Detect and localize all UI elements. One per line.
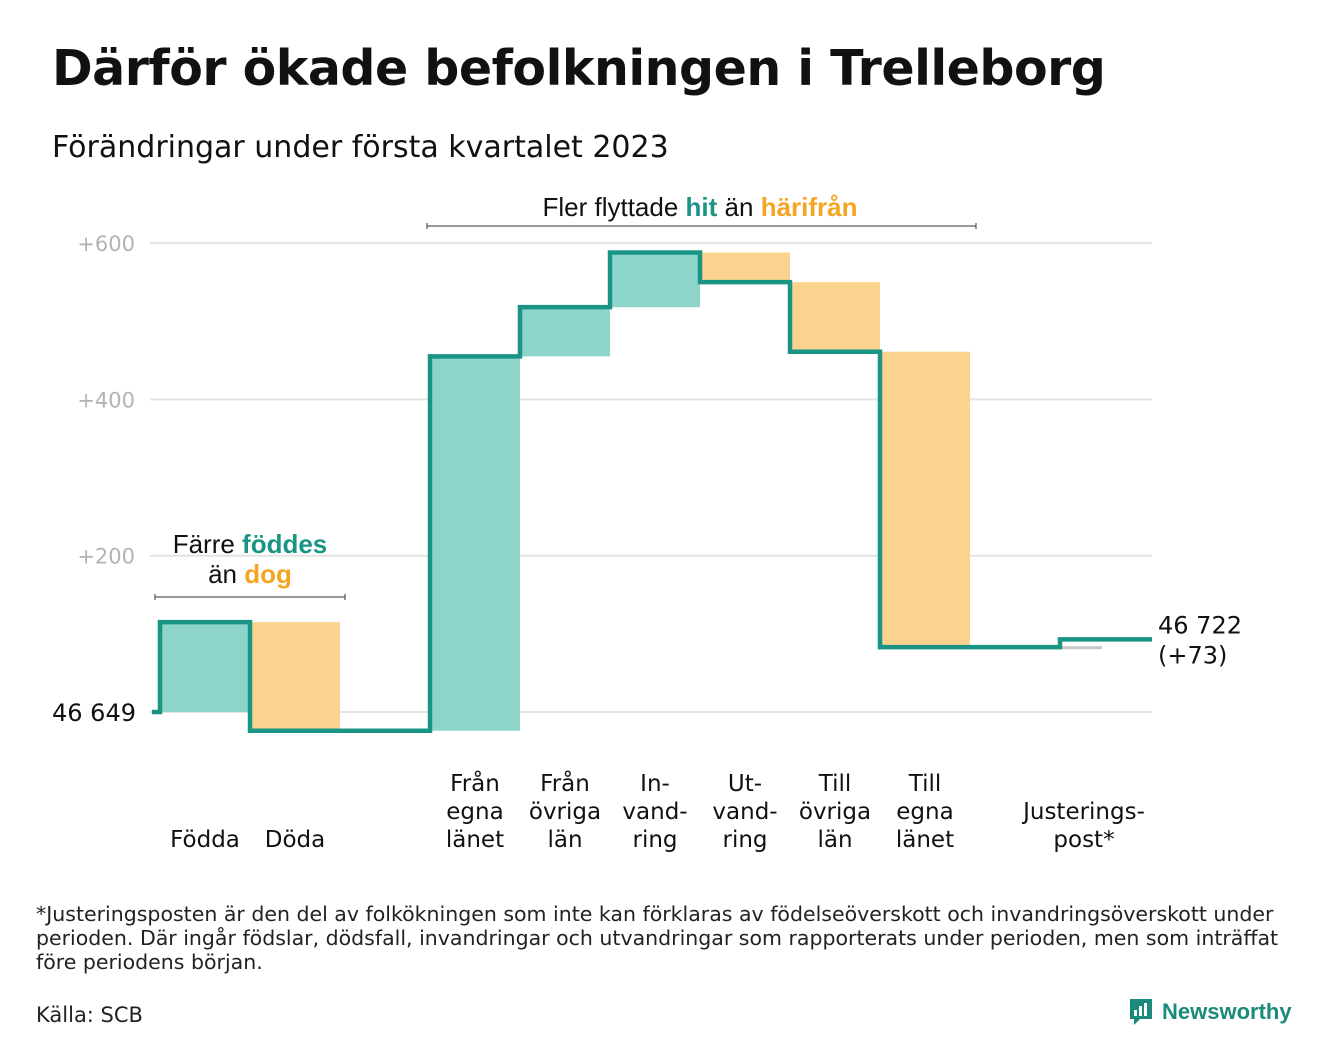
migration-annotation: Fler flyttade hit än härifrån: [542, 192, 857, 222]
category-label: länet: [896, 827, 954, 853]
start-value-label: 46 649: [52, 699, 136, 727]
bar-increase: [610, 252, 700, 308]
births-annotation: än dog: [208, 559, 292, 589]
category-label: län: [817, 827, 852, 853]
end-value-label: 46 722: [1158, 611, 1242, 639]
category-label: egna: [896, 799, 953, 825]
y-tick-label: +200: [77, 545, 135, 569]
category-label: länet: [446, 827, 504, 853]
bar-decrease: [250, 622, 340, 731]
category-label: In-: [640, 771, 670, 797]
category-label: Från: [450, 769, 500, 797]
bar-increase: [160, 622, 250, 712]
category-label: vand-: [622, 799, 687, 825]
brand-logo[interactable]: Newsworthy: [1128, 997, 1292, 1027]
bar-decrease: [880, 351, 970, 648]
category-label: vand-: [712, 799, 777, 825]
brand-name: Newsworthy: [1162, 999, 1292, 1024]
category-label: post*: [1053, 827, 1114, 853]
newsworthy-icon: [1130, 999, 1152, 1025]
category-label: Justerings-: [1021, 799, 1145, 825]
source-label: Källa: SCB: [36, 1003, 143, 1027]
end-value-label: (+73): [1158, 641, 1227, 669]
chart-title: Därför ökade befolkningen i Trelleborg: [52, 40, 1106, 97]
bar-decrease: [700, 252, 790, 283]
category-label: övriga: [529, 799, 601, 825]
category-label: ring: [722, 827, 767, 853]
cumulative-line: [152, 250, 1152, 734]
bar-increase: [520, 307, 610, 357]
chart-subtitle: Förändringar under första kvartalet 2023: [52, 130, 669, 165]
y-tick-label: +600: [77, 232, 135, 256]
category-label: ring: [632, 827, 677, 853]
bar-adjustment: [1060, 646, 1102, 650]
bar-decrease: [790, 282, 880, 352]
category-label: Ut-: [728, 771, 762, 797]
bar-increase: [430, 356, 520, 731]
category-label: Från: [540, 769, 590, 797]
category-label: Döda: [265, 827, 325, 853]
y-tick-label: +400: [77, 388, 135, 412]
category-label: Till: [908, 771, 942, 797]
births-annotation: Färre föddes: [173, 529, 328, 559]
category-label: egna: [446, 799, 503, 825]
footnote: *Justeringsposten är den del av folkökni…: [36, 902, 1279, 974]
category-label: övriga: [799, 799, 871, 825]
category-label: Födda: [170, 827, 240, 853]
category-label: Till: [818, 771, 852, 797]
category-label: län: [547, 827, 582, 853]
